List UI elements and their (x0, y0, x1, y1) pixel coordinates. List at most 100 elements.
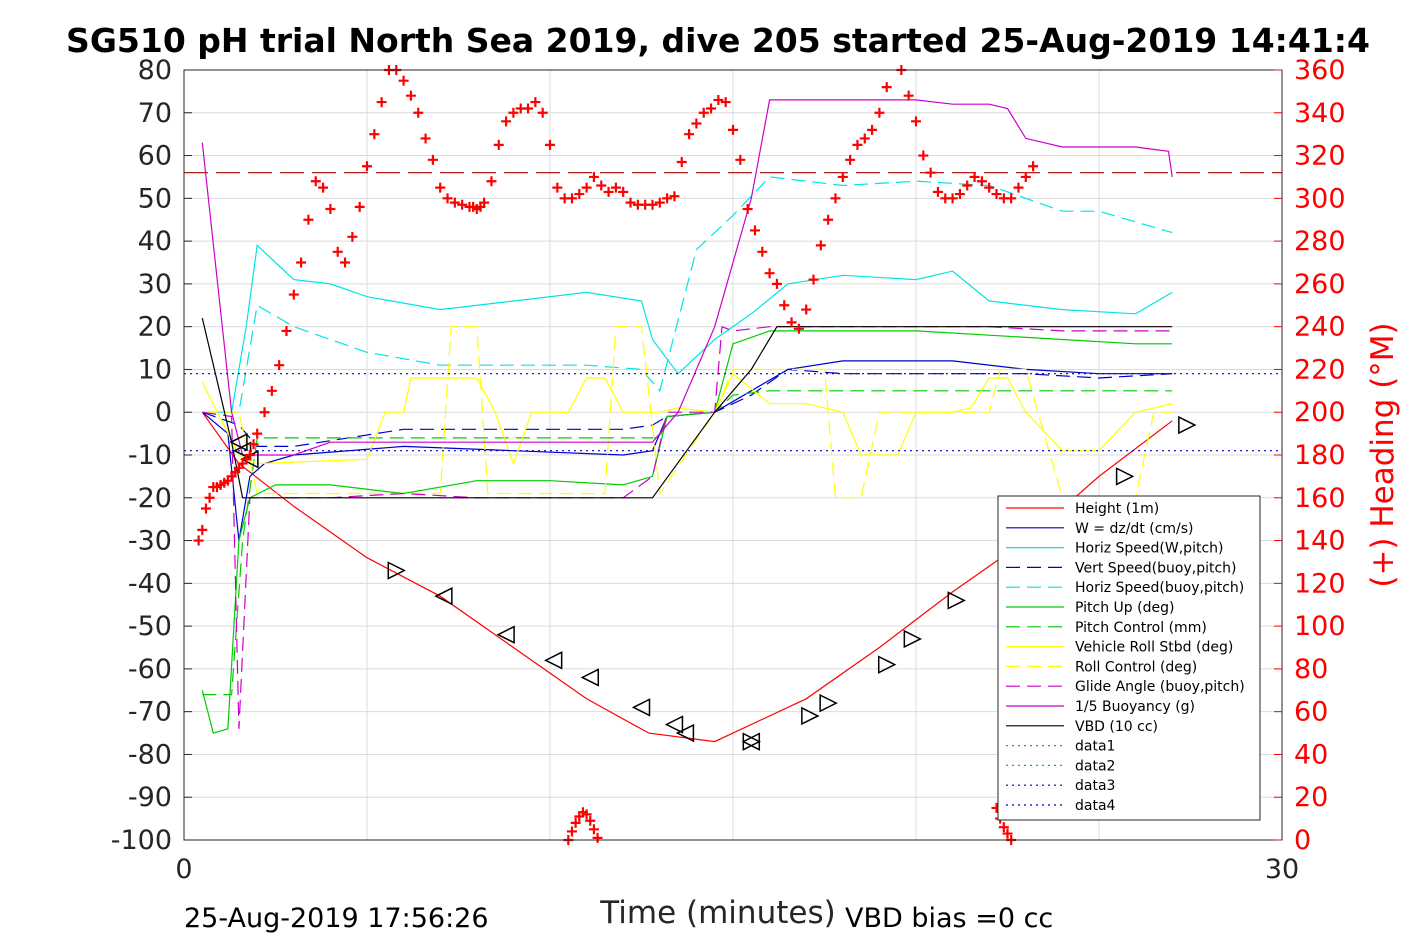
heading-marker (501, 116, 512, 127)
y-axis-left: 80 70 60 50 40 30 20 10 0 -10 -20 -30 -40 -50 -60 -70 -8… (111, 55, 192, 856)
legend-label: Height (1m) (1075, 501, 1159, 517)
heading-marker (991, 189, 1002, 200)
legend-label: VBD (10 cc) (1075, 719, 1158, 735)
turn-marker (631, 698, 651, 717)
heading-marker (244, 450, 255, 460)
heading-marker (405, 90, 416, 101)
heading-marker (662, 193, 673, 204)
series-line (201, 99, 1173, 456)
heading-marker (204, 492, 215, 503)
turn-marker (1115, 467, 1135, 486)
legend-label: 1/5 Buoyancy (g) (1075, 699, 1195, 715)
legend-label: Glide Angle (buoy,pitch) (1075, 679, 1245, 695)
heading-marker (1006, 193, 1017, 204)
heading-marker (669, 191, 680, 202)
heading-marker (947, 193, 958, 204)
y-right-tick-label: 280 (1294, 226, 1346, 257)
heading-marker (852, 139, 863, 150)
legend-label: data2 (1075, 758, 1115, 774)
heading-marker (706, 103, 717, 114)
heading-marker (281, 325, 292, 336)
legend-label: Roll Control (deg) (1075, 659, 1197, 675)
heading-marker (508, 107, 519, 118)
y-tick-label: -70 (128, 697, 172, 728)
heading-marker (574, 189, 585, 200)
heading-marker (676, 156, 687, 167)
heading-marker (610, 182, 621, 193)
heading-marker (552, 182, 563, 193)
series-line (202, 326, 1173, 499)
turn-marker (675, 723, 695, 743)
x-tick-label: 30 (1265, 854, 1299, 885)
heading-marker (566, 826, 577, 837)
heading-marker (493, 139, 504, 150)
heading-marker (596, 180, 607, 191)
heading-marker (823, 214, 834, 225)
heading-marker (837, 171, 848, 182)
legend-label: data3 (1075, 778, 1115, 794)
heading-marker (545, 139, 555, 150)
y-right-tick-label: 220 (1294, 354, 1346, 385)
chart-title: SG510 pH trial North Sea 2019, dive 205 … (66, 21, 1370, 60)
y-right-tick-label: 140 (1294, 526, 1346, 557)
y-tick-label: -20 (128, 483, 172, 514)
y-right-tick-label: 40 (1294, 739, 1328, 770)
heading-marker (435, 182, 446, 193)
heading-marker (537, 107, 548, 118)
heading-marker (903, 90, 914, 101)
heading-marker (252, 428, 263, 439)
y-tick-label: 60 (138, 141, 172, 172)
heading-marker (867, 124, 878, 135)
heading-marker (318, 182, 329, 193)
y-right-tick-label: 360 (1294, 55, 1346, 86)
heading-marker (793, 323, 804, 334)
heading-marker (486, 176, 497, 187)
y-tick-label: -100 (111, 825, 172, 856)
y-axis-right: 3603403203002802602402202001801601401201… (1274, 55, 1346, 856)
series-line (201, 317, 1173, 499)
heading-marker (625, 197, 636, 208)
heading-marker (413, 107, 424, 118)
heading-marker (585, 815, 596, 826)
y-tick-label: -60 (128, 654, 172, 685)
heading-marker (859, 133, 870, 144)
legend-label: Pitch Up (deg) (1075, 600, 1174, 616)
heading-marker (592, 832, 603, 843)
heading-marker (248, 439, 259, 450)
timestamp-footer: 25-Aug-2019 17:56:26 (184, 903, 489, 934)
heading-marker (1020, 171, 1031, 182)
heading-marker (332, 246, 343, 257)
turn-marker (947, 591, 966, 610)
heading-marker (288, 289, 299, 300)
heading-marker (193, 535, 204, 546)
heading-marker (588, 824, 599, 835)
turn-marker (819, 693, 838, 713)
heading-marker (728, 124, 738, 135)
y-tick-label: -40 (128, 568, 172, 599)
heading-marker (427, 154, 438, 165)
heading-marker (962, 180, 973, 191)
legend-label: Horiz Speed(W,pitch) (1075, 541, 1223, 557)
y-tick-label: 20 (138, 312, 172, 343)
y-tick-label: 40 (138, 226, 172, 257)
heading-marker (998, 822, 1009, 833)
heading-marker (296, 257, 307, 268)
heading-marker (347, 231, 358, 242)
heading-marker (310, 176, 321, 187)
heading-marker (1002, 828, 1013, 839)
heading-marker (566, 193, 577, 204)
y-tick-label: 80 (138, 55, 172, 86)
turn-marker (801, 706, 820, 726)
turn-marker (496, 625, 515, 644)
heading-marker (200, 503, 211, 514)
vbd-bias-footer: VBD bias =0 cc (845, 903, 1053, 934)
turn-marker (742, 732, 761, 751)
y-right-tick-label: 180 (1294, 440, 1346, 471)
heading-marker (845, 154, 856, 165)
heading-marker (801, 304, 812, 315)
heading-marker (479, 197, 490, 208)
heading-marker (713, 94, 724, 105)
turn-marker (903, 629, 923, 649)
legend-label: Pitch Control (mm) (1075, 620, 1207, 636)
